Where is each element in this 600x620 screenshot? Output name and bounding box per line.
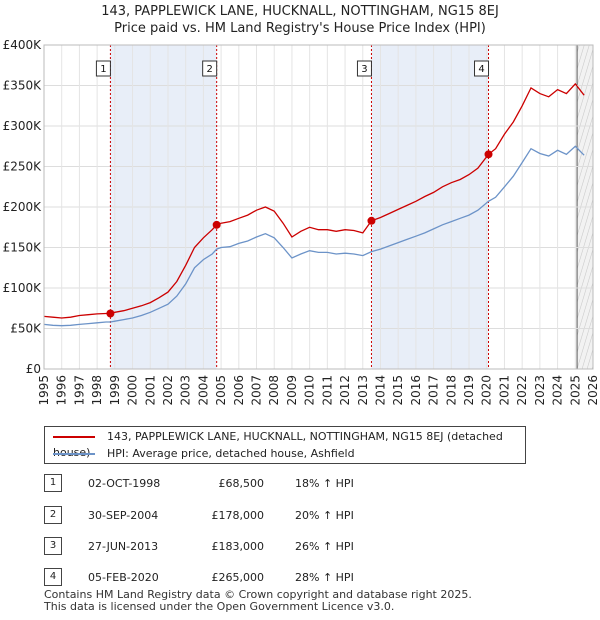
hatch-line	[577, 298, 593, 354]
sale-date: 05-FEB-2020	[88, 571, 159, 584]
y-tick-label: £100K	[3, 281, 43, 295]
x-tick-label: 2023	[533, 375, 547, 406]
price-chart: 1 2 3 4 £0 £50K £100K £150K £200K £250K £300K £350K…	[3, 38, 600, 406]
hatch-line	[577, 81, 593, 137]
y-tick-label: £350K	[3, 79, 43, 93]
legend-label-hpi: HPI: Average price, detached house, Ashf…	[107, 447, 355, 460]
hatch-line	[577, 281, 593, 337]
x-tick-label: 1995	[37, 375, 51, 406]
sale-badge: 1	[44, 474, 62, 492]
hatch-line	[577, 64, 593, 121]
y-tick-label: £50K	[10, 322, 42, 336]
x-tick-label: 2008	[267, 375, 281, 406]
x-tick-label: 2021	[497, 375, 511, 406]
x-tick-label: 1999	[108, 375, 122, 406]
x-tick-label: 2019	[462, 375, 476, 406]
x-tick-label: 2002	[161, 375, 175, 406]
legend-label-property: 143, PAPPLEWICK LANE, HUCKNALL, NOTTINGH…	[53, 430, 503, 459]
sale-badge-box-1	[95, 60, 111, 77]
chart-title: 143, PAPPLEWICK LANE, HUCKNALL, NOTTINGH…	[0, 3, 600, 37]
sale-hpi-change: 18% ↑ HPI	[295, 477, 354, 490]
sale-hpi-change: 28% ↑ HPI	[295, 571, 354, 584]
x-tick-label: 2018	[444, 375, 458, 406]
sale-point-4	[484, 150, 493, 159]
sale-badge: 4	[44, 568, 62, 586]
sale-badge: 2	[44, 506, 62, 524]
sale-badge-box-4	[474, 60, 490, 77]
x-tick-label: 2001	[143, 375, 157, 406]
hatch-line	[577, 48, 593, 104]
sale-price: £183,000	[211, 540, 265, 553]
hatch-line	[577, 264, 593, 321]
legend-item-hpi: HPI: Average price, detached house, Ashf…	[53, 446, 355, 462]
sale-hpi-change: 26% ↑ HPI	[295, 540, 354, 553]
x-tick-label: 2007	[250, 375, 264, 406]
footer-line-1: Contains HM Land Registry data © Crown c…	[44, 588, 472, 601]
legend: 143, PAPPLEWICK LANE, HUCKNALL, NOTTINGH…	[44, 426, 526, 464]
footer-line-2: This data is licensed under the Open Gov…	[44, 600, 395, 613]
y-tick-label: £0	[26, 362, 41, 376]
x-tick-label: 2011	[320, 375, 334, 406]
x-tick-label: 2009	[285, 375, 299, 406]
x-tick-label: 2003	[179, 375, 193, 406]
sale-badge-label-2: 2	[206, 64, 212, 75]
x-tick-label: 2022	[515, 375, 529, 406]
sale-badge-box-2	[202, 60, 218, 77]
x-tick-label: 1996	[55, 375, 69, 406]
x-tick-label: 2026	[586, 375, 600, 406]
sale-badge-label-4: 4	[478, 64, 484, 75]
footer: Contains HM Land Registry data © Crown c…	[44, 589, 472, 613]
sale-date: 30-SEP-2004	[88, 509, 159, 522]
x-tick-label: 2006	[232, 375, 246, 406]
x-tick-label: 2005	[214, 375, 228, 406]
legend-swatch-hpi	[53, 453, 95, 455]
sale-badge-box-3	[356, 60, 372, 77]
sale-badge-label-3: 3	[361, 64, 367, 75]
sale-badge-label-1: 1	[100, 64, 106, 75]
sale-price: £265,000	[211, 571, 265, 584]
sale-date: 27-JUN-2013	[88, 540, 159, 553]
sale-price: £178,000	[211, 509, 265, 522]
x-tick-label: 2020	[480, 375, 494, 406]
legend-swatch-property	[53, 436, 95, 438]
x-tick-label: 2010	[303, 375, 317, 406]
x-tick-label: 1998	[90, 375, 104, 406]
property-price-line	[43, 82, 585, 319]
x-tick-label: 2014	[373, 375, 387, 406]
x-tick-label: 2013	[356, 375, 370, 406]
sale-point-2	[212, 220, 221, 229]
x-tick-label: 2015	[391, 375, 405, 406]
sale-badge: 3	[44, 537, 62, 555]
title-line-1: 143, PAPPLEWICK LANE, HUCKNALL, NOTTINGH…	[101, 4, 499, 19]
title-line-2: Price paid vs. HM Land Registry's House …	[114, 21, 486, 36]
sale-point-1	[106, 309, 115, 318]
sale-price: £68,500	[218, 477, 265, 490]
plot-frame	[43, 44, 594, 370]
x-tick-label: 1997	[72, 375, 86, 406]
y-tick-label: £300K	[3, 119, 43, 133]
x-tick-label: 2004	[196, 375, 210, 406]
x-tick-label: 2025	[568, 375, 582, 406]
x-tick-label: 2016	[409, 375, 423, 406]
y-tick-label: £400K	[3, 38, 43, 52]
y-tick-label: £250K	[3, 160, 43, 174]
hpi-line	[43, 145, 585, 327]
sale-hpi-change: 20% ↑ HPI	[295, 509, 354, 522]
x-tick-label: 2017	[427, 375, 441, 406]
x-tick-label: 2024	[551, 375, 565, 406]
sale-date: 02-OCT-1998	[88, 477, 161, 490]
sale-point-3	[367, 216, 376, 225]
y-tick-label: £150K	[3, 241, 43, 255]
legend-item-property: 143, PAPPLEWICK LANE, HUCKNALL, NOTTINGH…	[53, 429, 525, 459]
y-tick-label: £200K	[3, 200, 43, 214]
x-tick-label: 2012	[338, 375, 352, 406]
x-tick-label: 2000	[126, 375, 140, 406]
